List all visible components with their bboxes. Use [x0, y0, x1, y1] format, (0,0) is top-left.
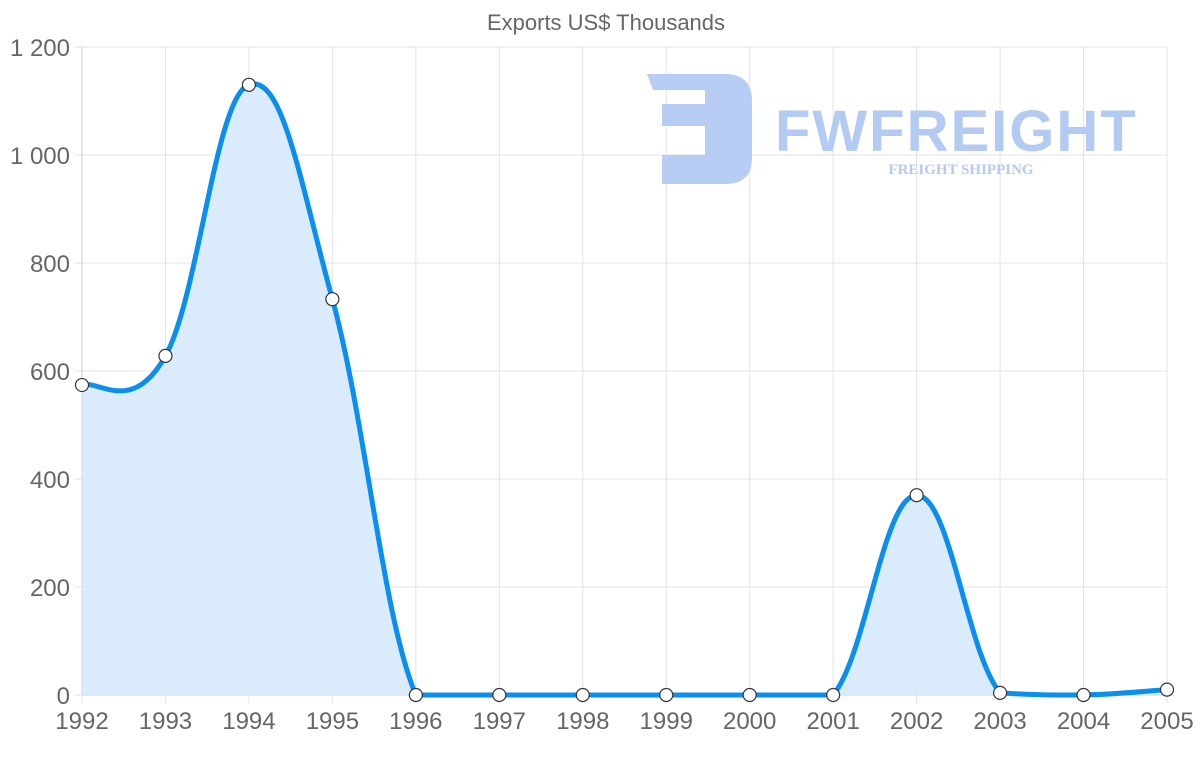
data-point-1994[interactable] — [241, 77, 257, 92]
x-tick-label: 2002 — [890, 708, 943, 735]
x-tick-label: 1998 — [556, 708, 609, 735]
data-point-1996[interactable] — [408, 687, 423, 703]
x-tick-label: 2004 — [1057, 708, 1110, 735]
fwfreight-watermark: FWFREIGHT FREIGHT SHIPPING — [647, 74, 1138, 184]
fwfreight-logo-icon — [647, 74, 752, 184]
y-tick-label: 0 — [57, 683, 70, 710]
x-tick-label: 2000 — [723, 708, 776, 735]
data-point-1992[interactable] — [74, 377, 90, 393]
data-point-2005[interactable] — [1159, 682, 1175, 697]
y-axis-ticks: 0 200 400 600 800 1 000 1 200 — [10, 35, 70, 710]
x-tick-label: 2003 — [973, 708, 1026, 735]
data-point-2000[interactable] — [742, 687, 757, 703]
data-point-2002[interactable] — [909, 488, 924, 503]
watermark-tagline: FREIGHT SHIPPING — [888, 162, 1033, 178]
watermark-brand: FWFREIGHT — [775, 99, 1138, 164]
data-point-1995[interactable] — [325, 292, 340, 307]
data-point-2003[interactable] — [992, 685, 1008, 700]
x-tick-label: 1994 — [222, 708, 275, 735]
y-tick-label: 1 000 — [10, 143, 70, 170]
y-tick-label: 1 200 — [10, 35, 70, 62]
data-point-1999[interactable] — [659, 687, 674, 703]
data-point-1993[interactable] — [158, 348, 173, 363]
y-tick-label: 400 — [30, 467, 70, 494]
x-tick-label: 1996 — [389, 708, 442, 735]
y-tick-label: 600 — [30, 359, 70, 386]
y-tick-label: 200 — [30, 575, 70, 602]
y-tick-label: 800 — [30, 251, 70, 278]
data-point-2004[interactable] — [1076, 687, 1091, 703]
x-tick-label: 1993 — [139, 708, 192, 735]
data-point-2001[interactable] — [826, 687, 841, 703]
area-fill — [82, 83, 1167, 695]
x-tick-label: 1997 — [473, 708, 526, 735]
x-tick-label: 1992 — [55, 708, 108, 735]
data-points — [74, 77, 1175, 703]
x-tick-label: 2001 — [806, 708, 859, 735]
x-tick-label: 2005 — [1140, 708, 1193, 735]
x-axis-ticks: 1992 1993 1994 1995 1996 1997 1998 1999 2000 2001… — [55, 708, 1193, 735]
data-point-1997[interactable] — [492, 687, 507, 703]
data-point-1998[interactable] — [575, 687, 590, 703]
x-tick-label: 1999 — [640, 708, 693, 735]
chart-title: Exports US$ Thousands — [487, 10, 725, 35]
x-tick-label: 1995 — [306, 708, 359, 735]
